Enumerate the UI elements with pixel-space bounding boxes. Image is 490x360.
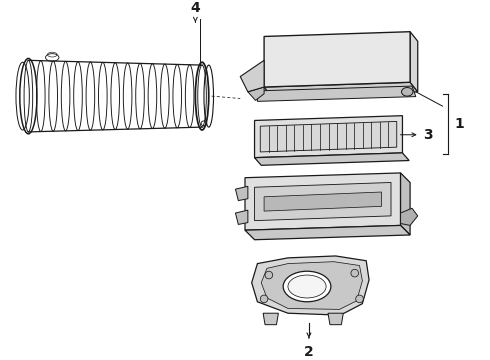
Polygon shape: [261, 262, 363, 309]
Ellipse shape: [356, 295, 363, 303]
Polygon shape: [254, 153, 409, 165]
Text: 2: 2: [304, 345, 314, 359]
Polygon shape: [400, 208, 418, 225]
Polygon shape: [245, 225, 410, 240]
Polygon shape: [264, 192, 382, 211]
Polygon shape: [236, 186, 248, 201]
Ellipse shape: [265, 271, 272, 279]
Polygon shape: [254, 183, 391, 221]
Polygon shape: [252, 256, 369, 315]
Text: 4: 4: [191, 1, 200, 15]
Polygon shape: [245, 173, 400, 230]
Polygon shape: [410, 32, 418, 92]
Polygon shape: [400, 173, 410, 235]
Polygon shape: [264, 32, 410, 87]
Polygon shape: [260, 121, 397, 152]
Polygon shape: [263, 313, 278, 325]
Polygon shape: [254, 116, 402, 158]
Ellipse shape: [401, 87, 413, 96]
Polygon shape: [240, 60, 264, 92]
Polygon shape: [248, 87, 264, 100]
Polygon shape: [264, 82, 418, 96]
Ellipse shape: [288, 275, 326, 298]
Polygon shape: [328, 313, 343, 325]
Ellipse shape: [283, 271, 331, 302]
Polygon shape: [257, 86, 416, 102]
Polygon shape: [236, 210, 248, 225]
Text: 3: 3: [423, 128, 433, 142]
Ellipse shape: [351, 269, 359, 277]
Text: 1: 1: [454, 117, 464, 131]
Ellipse shape: [260, 295, 268, 303]
